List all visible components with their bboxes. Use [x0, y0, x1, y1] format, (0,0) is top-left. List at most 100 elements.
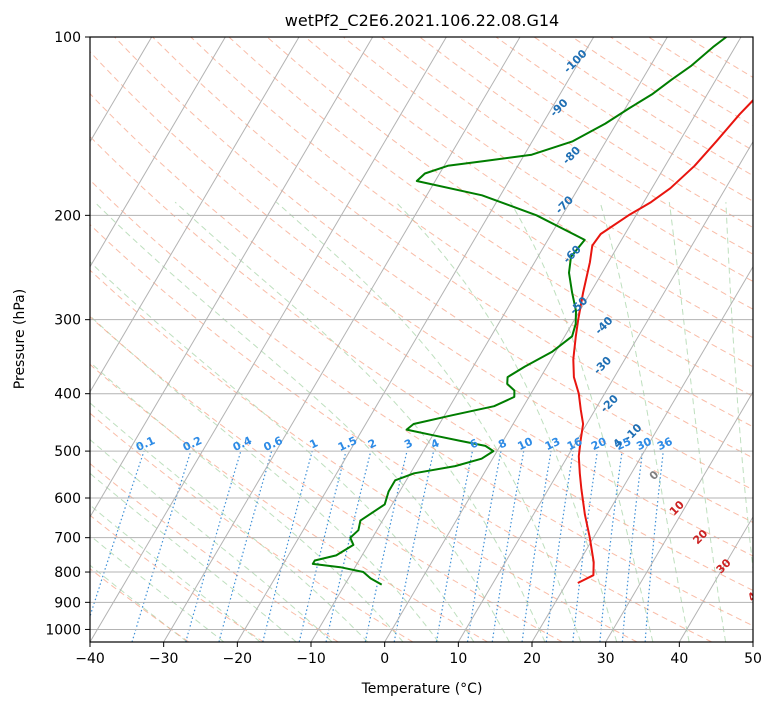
moist-adiabat — [395, 201, 618, 642]
dry-adiabat — [90, 223, 712, 642]
mixing-ratio-label: 2 — [366, 436, 378, 451]
x-tick-label: 40 — [670, 651, 688, 667]
mixing-ratio-line — [545, 451, 574, 642]
dry-adiabat — [686, 37, 753, 78]
isotherm-line — [90, 37, 226, 268]
y-tick-label: 300 — [54, 313, 81, 329]
y-axis-ticks: 100 200 300 400 500 600 700 800 900 1000 — [45, 30, 90, 638]
mixing-ratio-label: 10 — [516, 435, 536, 453]
moist-adiabat — [90, 315, 439, 642]
x-tick-label: 50 — [744, 651, 762, 667]
mixing-ratio-line — [393, 450, 435, 642]
moist-adiabat-label: 20 — [690, 527, 710, 547]
isotherm-line — [90, 37, 153, 143]
dry-adiabat — [610, 37, 753, 127]
mixing-ratio-line — [262, 450, 313, 642]
mixing-ratio-line — [644, 451, 664, 642]
x-axis-ticks: −40 −30 −20 −10 0 10 20 30 40 50 — [75, 642, 762, 667]
isotherm-line — [90, 37, 447, 642]
plot-area: 0.1 0.2 0.4 0.6 1 1.5 2 3 4 6 8 10 13 16 20 25 30 36-100-… — [0, 37, 753, 642]
mixing-ratio-label: 1 — [308, 436, 320, 451]
x-tick-label: −20 — [223, 651, 253, 667]
mixing-ratio-label: 25 — [614, 435, 633, 453]
x-axis-title: Temperature (°C) — [361, 681, 483, 697]
mixing-ratio-label: 30 — [634, 435, 654, 453]
mixing-ratio-line — [621, 451, 644, 642]
isobar-gridlines — [90, 37, 753, 630]
moist-adiabat — [90, 564, 188, 642]
x-tick-label: −10 — [296, 651, 326, 667]
isotherms — [0, 37, 753, 642]
temperature-profile-line — [572, 98, 753, 584]
dry-adiabat — [90, 315, 563, 642]
y-tick-label: 700 — [54, 531, 81, 547]
adiabat-labels: 0.1 0.2 0.4 0.6 1 1.5 2 3 4 6 8 10 13 16 20 25 30 36-100-… — [134, 47, 753, 604]
mixing-ratio-line — [572, 451, 598, 642]
dry-adiabat — [152, 37, 753, 459]
moist-adiabat — [90, 504, 261, 642]
dewpoint-profile-line — [311, 37, 727, 586]
chart-title: wetPf2_C2E6.2021.106.22.08.G14 — [285, 11, 559, 31]
mixing-ratio-label: 13 — [543, 435, 562, 453]
y-tick-label: 100 — [54, 30, 81, 46]
y-tick-label: 900 — [54, 595, 81, 611]
y-tick-label: 600 — [54, 491, 81, 507]
dry-adiabat — [114, 37, 753, 491]
dry-adiabat — [381, 37, 753, 282]
sounding-curves — [311, 37, 753, 586]
dry-adiabat — [533, 37, 753, 177]
mixing-ratio-line — [218, 450, 273, 642]
dry-adiabat — [90, 179, 753, 627]
moist-adiabat — [90, 438, 333, 642]
moist-adiabat — [94, 201, 510, 642]
dry-adiabat-label: -80 — [560, 144, 583, 167]
mixing-ratio-label: 4 — [429, 436, 442, 451]
y-tick-label: 400 — [54, 387, 81, 403]
isotherm-line — [90, 37, 300, 393]
moist-adiabat — [275, 201, 582, 642]
y-tick-label: 800 — [54, 565, 81, 581]
moist-adiabat — [725, 202, 753, 573]
moist-adiabat-label: 30 — [714, 556, 734, 576]
mixing-ratio-label: 20 — [589, 435, 609, 453]
dry-adiabat — [90, 514, 264, 642]
dry-adiabat — [90, 568, 190, 642]
plot-frame — [89, 36, 754, 643]
isotherm-line — [605, 390, 753, 642]
dry-adiabat-label: -20 — [598, 392, 621, 415]
dry-adiabat-label: -30 — [591, 354, 614, 377]
dry-adiabat — [90, 412, 414, 642]
mixing-ratio-line — [325, 450, 372, 642]
isotherm-line — [90, 37, 374, 518]
isotherm-line — [0, 37, 4, 642]
y-tick-label: 500 — [54, 444, 81, 460]
isotherm-line — [678, 515, 753, 642]
mixing-ratio-line — [131, 450, 192, 642]
x-tick-label: 30 — [597, 651, 615, 667]
dry-adiabat — [90, 363, 488, 642]
dry-adiabat — [90, 50, 753, 523]
dry-adiabat — [304, 37, 753, 339]
x-tick-label: −30 — [149, 651, 179, 667]
isotherm-line — [163, 37, 521, 642]
isotherm-line — [310, 37, 668, 642]
moist-adiabat — [174, 201, 546, 642]
mixing-ratio-line — [90, 450, 145, 619]
y-tick-label: 200 — [54, 208, 81, 224]
dry-adiabat-label: -90 — [547, 96, 570, 119]
x-tick-label: 0 — [380, 651, 389, 667]
moist-adiabat — [599, 201, 690, 642]
isotherm-line — [531, 265, 753, 642]
moist-adiabat — [668, 202, 727, 642]
x-tick-label: 20 — [523, 651, 541, 667]
moist-adiabat — [90, 402, 369, 642]
moist-adiabat — [90, 472, 297, 642]
moist-adiabat — [90, 361, 404, 642]
x-tick-label: −40 — [75, 651, 105, 667]
dry-adiabat — [266, 37, 753, 368]
mixing-ratio-label: 36 — [655, 435, 675, 453]
isotherm-line — [457, 140, 753, 642]
mixing-ratio-label: 16 — [565, 435, 585, 453]
mixing-ratio-line — [364, 450, 408, 642]
